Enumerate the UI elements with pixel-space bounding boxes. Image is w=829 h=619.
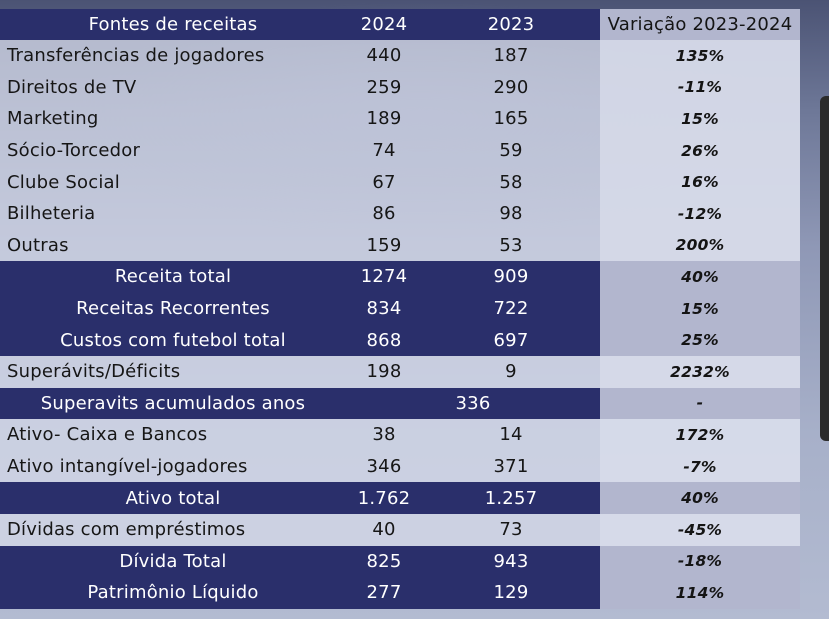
row-2023: 53: [499, 234, 523, 256]
row-variation: 40%: [600, 261, 800, 293]
row-2024: 346: [366, 456, 402, 478]
table-header: Fontes de receitas 2024 2023 Variação 20…: [0, 9, 800, 40]
row-variation: 2232%: [600, 355, 800, 388]
row-name: Bilheteria: [7, 203, 96, 225]
table-row-total: Ativo total 1.762 1.257 40%: [0, 482, 800, 514]
row-2023: 9: [505, 361, 517, 383]
row-2024: 67: [372, 171, 396, 193]
row-2024: 189: [366, 108, 402, 130]
row-2023: 165: [493, 108, 529, 130]
table-row: Transferências de jogadores 440 187 135%: [0, 40, 800, 72]
row-2024: 440: [366, 45, 402, 67]
row-name: Superavits acumulados anos: [40, 392, 306, 414]
table-row-total: Custos com futebol total 868 697 25%: [0, 324, 800, 356]
row-2024: 1.762: [357, 487, 411, 509]
row-2024: 86: [372, 203, 396, 225]
row-2024: 868: [366, 329, 402, 351]
row-name: Dívidas com empréstimos: [7, 519, 246, 541]
row-2023: 59: [499, 140, 523, 162]
row-variation: -45%: [600, 513, 800, 546]
table-row: Outras 159 53 200%: [0, 229, 800, 262]
row-2023: 98: [499, 203, 523, 225]
row-2024: 825: [366, 550, 402, 572]
row-variation: -7%: [600, 450, 800, 483]
row-variation: -11%: [600, 71, 800, 104]
row-name: Direitos de TV: [7, 76, 137, 98]
table-row-total: Dívida Total 825 943 -18%: [0, 545, 800, 578]
row-variation: 15%: [600, 103, 800, 135]
row-name: Marketing: [7, 108, 99, 130]
row-name: Patrimônio Líquido: [87, 582, 259, 604]
row-2023: 14: [499, 424, 523, 446]
row-2023: 909: [493, 266, 529, 288]
table-row: Ativo intangível-jogadores 346 371 -7%: [0, 450, 800, 483]
row-2023: 129: [493, 582, 529, 604]
row-variation: -12%: [600, 197, 800, 230]
row-name: Receitas Recorrentes: [76, 298, 270, 320]
table-row-total: Receitas Recorrentes 834 722 15%: [0, 292, 800, 325]
table-row: Dívidas com empréstimos 40 73 -45%: [0, 513, 800, 546]
table-row: Direitos de TV 259 290 -11%: [0, 71, 800, 104]
row-2024: 159: [366, 234, 402, 256]
row-variation: 135%: [600, 40, 800, 72]
row-2023: 290: [493, 76, 529, 98]
header-2024: 2024: [360, 14, 408, 35]
header-variation: Variação 2023-2024: [600, 9, 800, 40]
row-variation: 200%: [600, 229, 800, 262]
row-variation: 15%: [600, 292, 800, 325]
row-2023: 697: [493, 329, 529, 351]
row-variation: -: [600, 387, 800, 420]
table-row: Ativo- Caixa e Bancos 38 14 172%: [0, 419, 800, 451]
row-name: Outras: [7, 234, 69, 256]
row-variation: 16%: [600, 166, 800, 198]
row-name: Custos com futebol total: [60, 329, 286, 351]
row-2023: 943: [493, 550, 529, 572]
row-variation: 40%: [600, 482, 800, 514]
row-2023: 58: [499, 171, 523, 193]
side-panel-edge: [820, 96, 829, 441]
table-row-total: Patrimônio Líquido 277 129 114%: [0, 577, 800, 609]
row-variation: 172%: [600, 419, 800, 451]
row-2023: 1.257: [484, 487, 538, 509]
row-name: Clube Social: [7, 171, 120, 193]
row-name: Dívida Total: [119, 550, 227, 572]
row-2023: 73: [499, 519, 523, 541]
row-name: Receita total: [114, 266, 232, 288]
row-2024: 38: [372, 424, 396, 446]
row-2024: 834: [366, 298, 402, 320]
table-row: Bilheteria 86 98 -12%: [0, 197, 800, 230]
row-2023: 722: [493, 298, 529, 320]
header-2023: 2023: [487, 14, 535, 35]
header-name: Fontes de receitas: [88, 14, 258, 35]
row-name: Ativo total: [125, 487, 221, 509]
row-merged-value: 336: [455, 392, 491, 414]
financial-table: Fontes de receitas 2024 2023 Variação 20…: [0, 9, 800, 609]
table-row: Clube Social 67 58 16%: [0, 166, 800, 198]
row-2024: 277: [366, 582, 402, 604]
row-name: Ativo- Caixa e Bancos: [7, 424, 208, 446]
table-row: Superávits/Déficits 198 9 2232%: [0, 355, 800, 388]
row-2024: 1274: [360, 266, 408, 288]
table-row: Sócio-Torcedor 74 59 26%: [0, 134, 800, 167]
row-variation: 25%: [600, 324, 800, 356]
table-row-total: Superavits acumulados anos 336 -: [0, 387, 800, 420]
row-2024: 40: [372, 519, 396, 541]
table-row: Marketing 189 165 15%: [0, 103, 800, 135]
row-variation: 114%: [600, 577, 800, 609]
row-name: Superávits/Déficits: [7, 361, 181, 383]
row-2024: 198: [366, 361, 402, 383]
row-variation: -18%: [600, 545, 800, 578]
row-name: Transferências de jogadores: [7, 45, 265, 67]
row-2024: 74: [372, 140, 396, 162]
row-2023: 371: [493, 456, 529, 478]
row-name: Ativo intangível-jogadores: [7, 456, 248, 478]
row-name: Sócio-Torcedor: [7, 140, 141, 162]
row-2024: 259: [366, 76, 402, 98]
table-row-total: Receita total 1274 909 40%: [0, 261, 800, 293]
row-variation: 26%: [600, 134, 800, 167]
row-2023: 187: [493, 45, 529, 67]
